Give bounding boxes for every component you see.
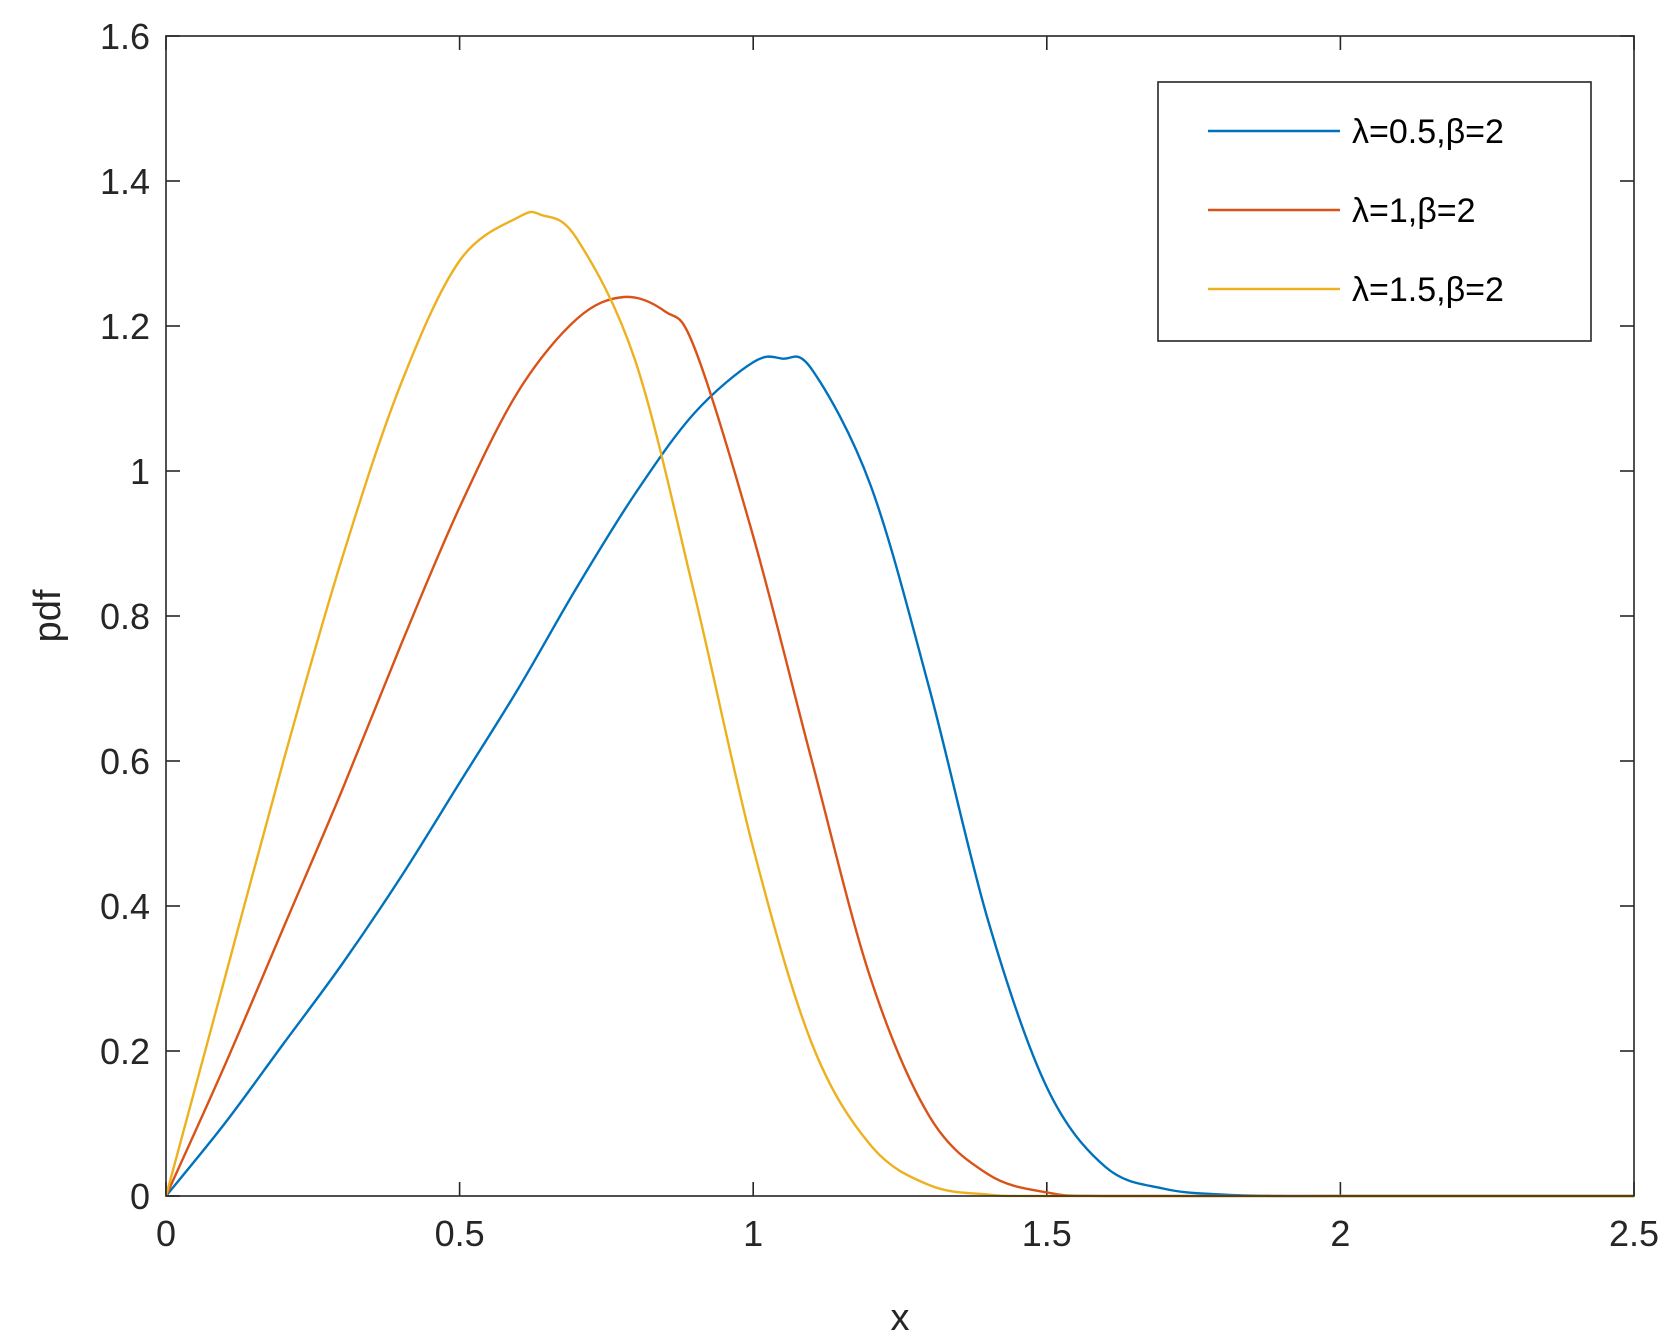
x-tick-label: 1 <box>743 1213 763 1254</box>
y-tick-label: 0.2 <box>100 1031 150 1072</box>
legend-entry-2: λ=1,β=2 <box>1208 192 1476 230</box>
x-tick-label: 0 <box>156 1213 176 1254</box>
series-line-2 <box>164 295 1634 1198</box>
y-axis-label: pdf <box>27 589 69 642</box>
y-tick-label: 1.4 <box>100 161 150 202</box>
y-tick-label: 0 <box>130 1176 150 1217</box>
legend-entry-3: λ=1.5,β=2 <box>1208 271 1504 309</box>
legend-label: λ=1,β=2 <box>1352 192 1476 230</box>
y-tick-label: 1 <box>130 451 150 492</box>
legend-entries: λ=0.5,β=2 λ=1,β=2 λ=1.5,β=2 <box>1208 113 1504 309</box>
x-axis-label: x <box>891 1297 910 1339</box>
axes-box <box>165 35 1635 1197</box>
x-tick-label: 0.5 <box>435 1213 485 1254</box>
series-line-1 <box>165 355 1634 1198</box>
y-tick-label: 0.8 <box>100 596 150 637</box>
legend-label: λ=0.5,β=2 <box>1352 113 1504 151</box>
x-axis-tick-labels: 0 0.5 1 1.5 2 2.5 <box>156 1213 1659 1254</box>
y-tick-label: 0.4 <box>100 886 150 927</box>
legend-box <box>1157 81 1592 342</box>
y-tick-label: 1.2 <box>100 306 150 347</box>
y-tick-label: 1.6 <box>100 16 150 57</box>
x-tick-label: 2.5 <box>1609 1213 1659 1254</box>
legend: λ=0.5,β=2 λ=1,β=2 λ=1.5,β=2 <box>1157 81 1592 342</box>
legend-entry-1: λ=0.5,β=2 <box>1208 113 1504 151</box>
y-axis-tick-labels: 0 0.2 0.4 0.6 0.8 1 1.2 1.4 1.6 <box>100 16 150 1217</box>
y-tick-label: 0.6 <box>100 741 150 782</box>
x-tick-label: 2 <box>1330 1213 1350 1254</box>
x-tick-label: 1.5 <box>1022 1213 1072 1254</box>
legend-label: λ=1.5,β=2 <box>1352 271 1504 309</box>
